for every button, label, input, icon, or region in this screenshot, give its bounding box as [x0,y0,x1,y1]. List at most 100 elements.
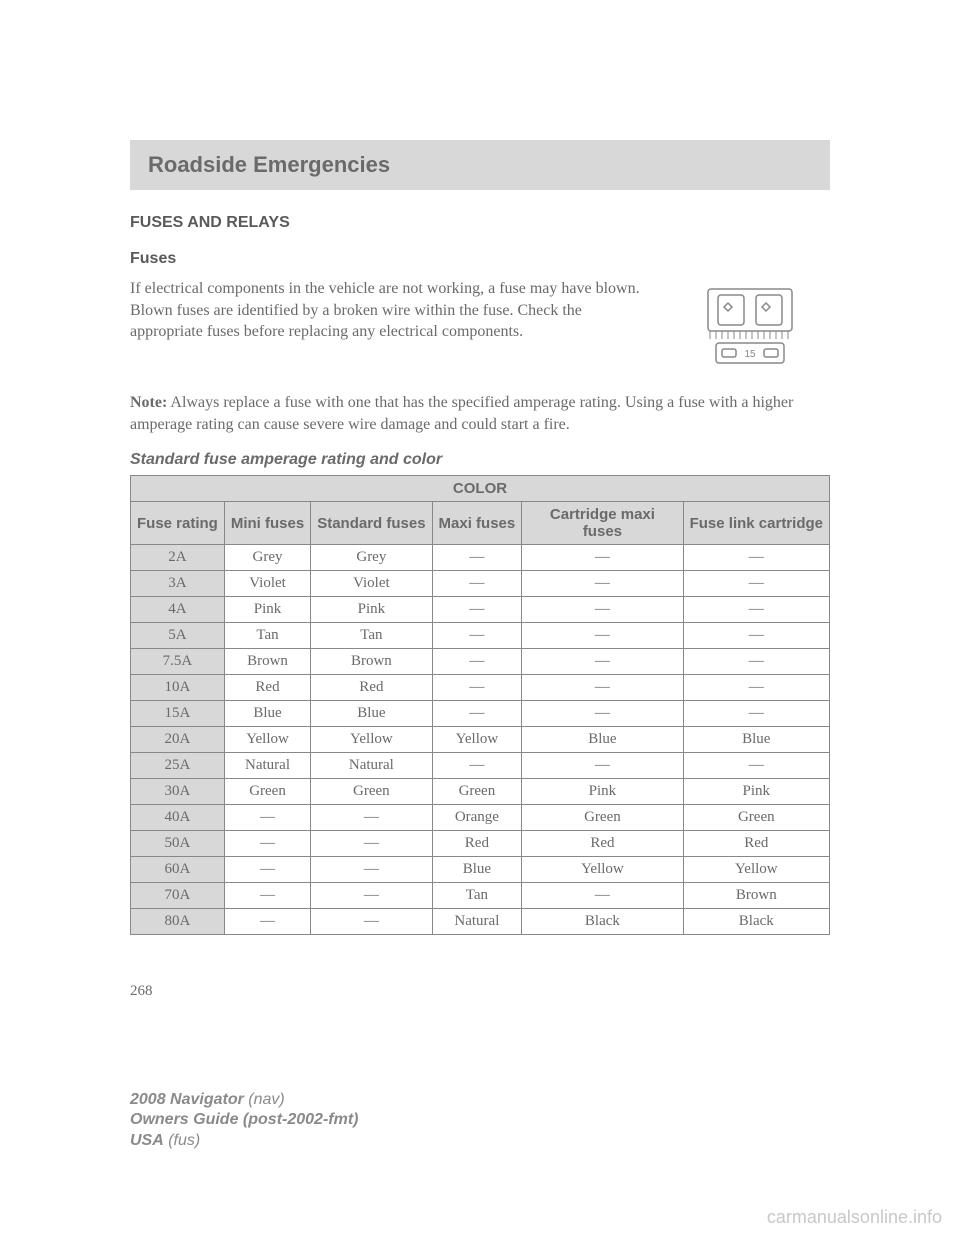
table-cell: — [311,831,432,857]
table-cell: Red [432,831,522,857]
table-cell: 20A [131,727,225,753]
table-cell: Violet [311,571,432,597]
table-cell: 80A [131,909,225,935]
table-cell: Orange [432,805,522,831]
table-cell: Tan [224,623,310,649]
table-cell: Green [311,779,432,805]
note-label: Note: [130,394,167,411]
table-cell: Green [683,805,829,831]
table-cell: Red [311,675,432,701]
table-row: 80A——NaturalBlackBlack [131,909,830,935]
table-cell: — [522,597,683,623]
note-paragraph: Note: Always replace a fuse with one tha… [130,392,830,435]
fuse-illustration: 15 [670,278,830,378]
table-cell: Grey [224,545,310,571]
table-cell: Yellow [311,727,432,753]
table-row: 30AGreenGreenGreenPinkPink [131,779,830,805]
table-cell: Green [224,779,310,805]
col-standard-fuses: Standard fuses [311,502,432,545]
note-text: Always replace a fuse with one that has … [130,394,793,433]
col-fuse-rating: Fuse rating [131,502,225,545]
table-super-header: COLOR [131,476,830,502]
table-cell: — [432,675,522,701]
table-cell: Black [522,909,683,935]
table-header-row: Fuse rating Mini fuses Standard fuses Ma… [131,502,830,545]
table-cell: Blue [311,701,432,727]
table-cell: — [224,857,310,883]
table-cell: 10A [131,675,225,701]
table-cell: Red [522,831,683,857]
table-row: 60A——BlueYellowYellow [131,857,830,883]
table-cell: Yellow [683,857,829,883]
table-cell: 70A [131,883,225,909]
heading-fuses: Fuses [130,250,830,268]
table-cell: — [522,701,683,727]
footer-line-region: USA (fus) [130,1131,358,1152]
table-cell: 4A [131,597,225,623]
table-cell: — [311,805,432,831]
table-cell: — [432,649,522,675]
footer-line-model: 2008 Navigator (nav) [130,1090,358,1111]
table-cell: — [683,649,829,675]
table-cell: Green [432,779,522,805]
table-cell: 60A [131,857,225,883]
table-cell: — [224,883,310,909]
table-title: Standard fuse amperage rating and color [130,451,830,469]
table-row: 7.5ABrownBrown——— [131,649,830,675]
table-cell: 7.5A [131,649,225,675]
footer-model: 2008 Navigator [130,1091,244,1108]
table-cell: 25A [131,753,225,779]
table-cell: Pink [311,597,432,623]
table-cell: 3A [131,571,225,597]
footer-guide: Owners Guide (post-2002-fmt) [130,1110,358,1131]
heading-fuses-relays: FUSES AND RELAYS [130,214,830,232]
table-cell: — [432,597,522,623]
table-cell: — [683,753,829,779]
footer-region-suffix: (fus) [164,1132,200,1149]
footer-model-suffix: (nav) [244,1091,285,1108]
table-cell: — [522,675,683,701]
intro-row: If electrical components in the vehicle … [130,278,830,378]
table-cell: — [432,701,522,727]
table-cell: 50A [131,831,225,857]
col-cartridge-maxi: Cartridge maxi fuses [522,502,683,545]
table-row: 40A——OrangeGreenGreen [131,805,830,831]
fuse-color-table: COLOR Fuse rating Mini fuses Standard fu… [130,475,830,935]
table-cell: Blue [683,727,829,753]
table-row: 4APinkPink——— [131,597,830,623]
table-row: 5ATanTan——— [131,623,830,649]
table-cell: 15A [131,701,225,727]
section-title: Roadside Emergencies [148,152,812,178]
table-cell: — [224,805,310,831]
table-row: 70A——Tan—Brown [131,883,830,909]
table-cell: 2A [131,545,225,571]
table-cell: — [432,623,522,649]
table-cell: Brown [311,649,432,675]
table-cell: — [224,909,310,935]
intro-paragraph: If electrical components in the vehicle … [130,278,640,378]
footer-region: USA [130,1132,164,1149]
fuse-label: 15 [744,349,756,360]
table-cell: Red [683,831,829,857]
table-cell: — [224,831,310,857]
table-cell: Tan [311,623,432,649]
table-cell: 5A [131,623,225,649]
table-cell: — [311,883,432,909]
table-row: 20AYellowYellowYellowBlueBlue [131,727,830,753]
footer-block: 2008 Navigator (nav) Owners Guide (post-… [130,1090,358,1152]
table-cell: — [522,623,683,649]
page-container: Roadside Emergencies FUSES AND RELAYS Fu… [0,0,960,1000]
table-cell: — [683,545,829,571]
table-cell: Yellow [224,727,310,753]
table-cell: 30A [131,779,225,805]
table-cell: — [522,545,683,571]
watermark: carmanualsonline.info [767,1207,942,1228]
fuse-icon: 15 [680,283,820,373]
table-cell: — [683,597,829,623]
table-cell: Grey [311,545,432,571]
table-cell: — [683,623,829,649]
table-cell: Tan [432,883,522,909]
table-cell: Red [224,675,310,701]
table-cell: Blue [432,857,522,883]
table-cell: Black [683,909,829,935]
